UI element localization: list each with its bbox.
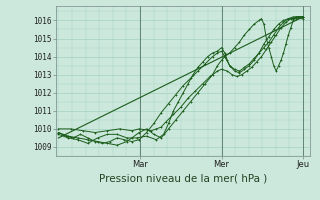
X-axis label: Pression niveau de la mer( hPa ): Pression niveau de la mer( hPa ): [99, 173, 267, 183]
